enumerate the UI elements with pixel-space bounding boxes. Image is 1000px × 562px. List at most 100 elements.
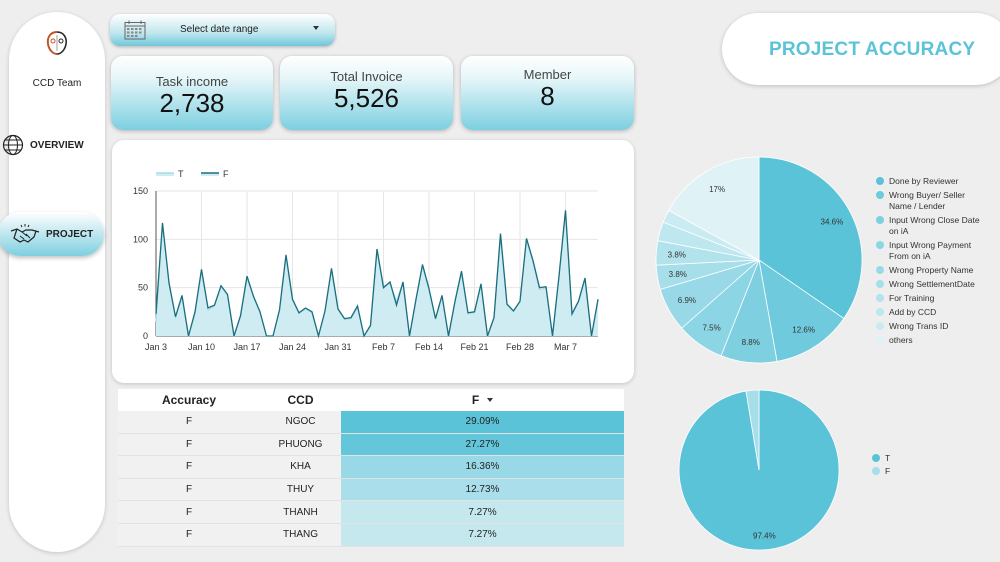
legend-item[interactable]: Wrong Buyer/ Seller Name / Lender [876,190,989,212]
cell-f-percent: 27.27% [341,433,624,456]
legend-dot [876,216,884,224]
legend-label: Wrong SettlementDate [889,279,975,289]
kpi-label: Total Invoice [330,69,403,84]
table-row[interactable]: F KHA 16.36% [118,456,624,479]
pie-slice[interactable] [758,156,863,319]
sort-desc-icon[interactable] [487,398,494,402]
page-title: PROJECT ACCURACY [769,39,976,60]
x-tick-label: Jan 24 [279,342,306,352]
legend-dot [876,241,884,249]
pie-slice-label: 3.8% [668,250,686,259]
cell-f-percent: 12.73% [341,478,624,501]
column-header-ccd[interactable]: CCD [287,393,314,407]
legend-item[interactable]: F [872,466,985,477]
cell-ccd: NGOC [285,416,316,428]
legend-label: Done by Reviewer [889,176,959,186]
pie-slice[interactable] [745,389,760,471]
cell-accuracy: F [185,506,193,518]
pie-slice-label: 97.4% [753,531,776,540]
column-header-f[interactable]: F [341,389,624,411]
legend-dot [876,177,884,185]
pie-slice-label: 8.8% [742,338,760,347]
pie-slice[interactable] [662,209,760,261]
legend-item[interactable]: Wrong SettlementDate [876,279,989,290]
legend-item[interactable]: Add by CCD [876,307,989,318]
kpi-value: 8 [540,81,555,111]
page-title-card: PROJECT ACCURACY [722,13,1000,85]
kpi-label: Member [523,67,572,82]
pie-slice[interactable] [659,259,760,329]
series-area-t [156,212,598,336]
pie-slice-label: 34.6% [821,218,844,227]
pie-slice-label: 3.8% [669,270,687,279]
pie-slice[interactable] [681,259,760,357]
cell-accuracy: F [185,438,193,450]
legend-item[interactable]: For Training [876,293,989,304]
cell-accuracy: F [185,461,193,473]
legend-dot [876,294,884,302]
x-tick-label: Feb 28 [506,342,534,352]
legend-dot [876,280,884,288]
x-tick-label: Jan 17 [233,342,260,352]
date-range-label: Select date range [180,24,259,35]
legend-dot [876,322,884,330]
kpi-member: Member 8 [461,56,634,130]
legend-label: Wrong Buyer/ Seller Name / Lender [889,190,965,211]
calendar-icon [124,20,146,40]
legend-item[interactable]: Wrong Property Name [876,265,989,276]
chevron-down-icon [313,26,319,30]
cell-accuracy: F [185,416,193,428]
pie-slice[interactable] [657,221,760,261]
accuracy-table: Accuracy CCD F F NGOC 29.09% F PHUONG 27.27% F… [118,389,624,547]
cell-f-percent: 16.36% [341,456,624,478]
legend-label: Add by CCD [889,307,937,317]
legend-item[interactable]: Input Wrong Payment From on iA [876,240,989,262]
x-tick-label: Feb 21 [460,342,488,352]
legend-item[interactable]: others [876,335,989,346]
legend-label: Input Wrong Payment From on iA [889,240,972,261]
y-tick-label: 0 [143,331,148,341]
legend-item[interactable]: Done by Reviewer [876,176,989,187]
pie-slice[interactable] [655,259,760,290]
pie-slice[interactable] [720,258,778,364]
cell-ccd: THANG [283,529,318,541]
pie-slice[interactable] [758,259,845,362]
legend-label: others [889,335,913,345]
pie-slice[interactable] [678,389,840,551]
pie-slice-label: 7.5% [702,323,720,332]
kpi-value: 2,738 [159,88,225,118]
team-logo-icon [46,31,67,55]
pie-slice-label: 6.9% [678,296,696,305]
table-row[interactable]: F THUY 12.73% [118,478,624,502]
cell-f-percent: 7.27% [341,501,624,523]
table-row[interactable]: F NGOC 29.09% [118,411,624,434]
pie-slice[interactable] [668,156,760,261]
legend-item[interactable]: Wrong Trans ID [876,321,989,332]
table-row[interactable]: F THANH 7.27% [118,501,624,524]
legend-label: Wrong Trans ID [889,321,949,331]
table-row[interactable]: F THANG 7.27% [118,523,624,547]
legend-swatch-area [156,173,174,176]
x-tick-label: Feb 7 [372,342,395,352]
sidebar-item-overview[interactable]: OVERVIEW [2,133,94,157]
legend-item[interactable]: Input Wrong Close Date on iA [876,215,989,237]
kpi-task-income: Task income 2,738 [111,56,273,130]
y-tick-label: 150 [133,186,148,196]
column-header-f-label: F [471,393,480,407]
legend-item[interactable]: T [872,453,985,464]
cell-ccd: KHA [290,461,311,473]
handshake-icon [10,224,40,243]
date-range-picker[interactable]: Select date range [110,14,335,46]
legend-label: T [178,169,184,179]
x-tick-label: Jan 10 [188,342,215,352]
pie-slice[interactable] [655,240,760,266]
table-header: Accuracy CCD F [118,389,624,411]
table-row[interactable]: F PHUONG 27.27% [118,433,624,457]
sidebar: CCD Team [9,12,105,552]
sidebar-item-project[interactable]: PROJECT [0,212,104,256]
column-header-accuracy[interactable]: Accuracy [161,393,217,407]
cell-accuracy: F [185,529,193,541]
y-tick-label: 100 [133,234,148,244]
legend-dot [876,336,884,344]
